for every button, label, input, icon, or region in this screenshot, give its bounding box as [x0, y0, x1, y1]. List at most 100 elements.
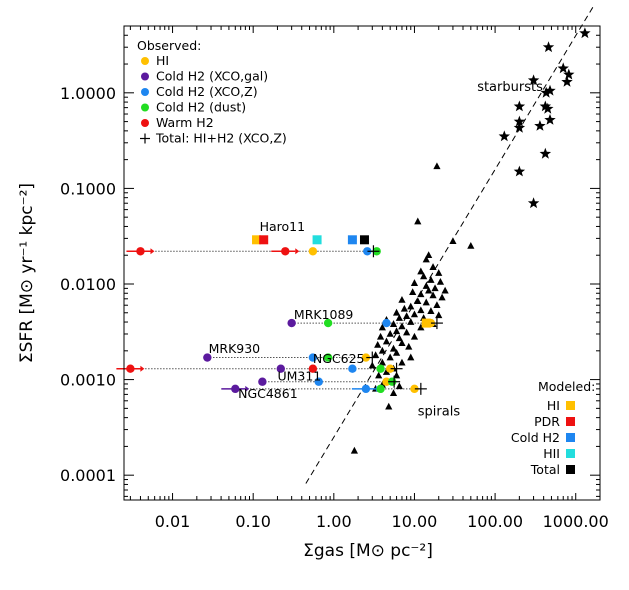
- spiral-point: [395, 382, 403, 390]
- observed-co_z-point: [308, 353, 318, 362]
- modeled-pdr-square: [259, 235, 269, 245]
- starburst-point: [527, 197, 540, 209]
- limit-arrowhead: [295, 248, 300, 255]
- spiral-point: [407, 302, 415, 310]
- observed-co_z-point: [314, 377, 323, 386]
- observed-dust-point: [376, 384, 385, 394]
- annotation-spirals: spirals: [418, 405, 461, 420]
- y-tick-label: 1.0000: [60, 84, 116, 103]
- modeled-legend-label: HII: [543, 446, 560, 461]
- spiral-point: [422, 298, 430, 306]
- spiral-point: [378, 358, 386, 366]
- spiral-point: [389, 320, 398, 327]
- spiral-point: [449, 237, 457, 245]
- spiral-point: [417, 267, 425, 275]
- spiral-point: [438, 293, 446, 301]
- spiral-point: [433, 301, 441, 309]
- x-tick-label: 100.00: [467, 512, 523, 531]
- spiral-point: [403, 312, 411, 320]
- limit-arrowhead: [140, 365, 145, 372]
- galaxy-label: Haro11: [260, 219, 305, 234]
- modeled-legend-title: Modeled:: [538, 379, 595, 394]
- spiral-point: [378, 323, 386, 331]
- spiral-point: [392, 327, 401, 335]
- y-tick-label: 0.0001: [60, 466, 116, 485]
- observed-HI-point: [410, 384, 419, 394]
- spiral-point: [407, 318, 415, 325]
- galaxy-label: MRK930: [209, 341, 261, 356]
- spiral-point: [398, 322, 406, 330]
- observed-warm-point: [281, 247, 290, 256]
- spiral-point: [368, 361, 376, 369]
- observed-HI-point: [308, 247, 318, 256]
- spiral-point: [427, 276, 435, 283]
- spiral-point: [433, 162, 441, 170]
- y-axis-label: ΣSFR [M⊙ yr⁻¹ kpc⁻²]: [17, 183, 37, 363]
- spiral-point: [382, 368, 391, 375]
- galaxy-label: UM311: [277, 368, 321, 383]
- legend-plus-icon: [140, 133, 150, 144]
- observed-total-plus: [414, 382, 427, 395]
- starburst-point: [513, 121, 526, 133]
- observed-total-plus: [388, 375, 401, 388]
- observed-co_z-point: [361, 384, 371, 394]
- modeled-legend-label: Total: [530, 462, 560, 477]
- observed-legend-label: Total: HI+H2 (XCO,Z): [155, 131, 287, 146]
- observed-co_z-point: [382, 318, 391, 328]
- spiral-point: [376, 332, 385, 340]
- starburst-point: [534, 120, 546, 131]
- spiral-point: [403, 328, 411, 336]
- spiral-point: [429, 291, 437, 299]
- spiral-point: [382, 337, 391, 345]
- spiral-point: [436, 277, 445, 285]
- x-tick-label: 1.00: [316, 512, 352, 531]
- spiral-point: [389, 389, 398, 397]
- spiral-point: [398, 296, 406, 303]
- spiral-point: [389, 344, 398, 352]
- starburst-point: [544, 114, 556, 125]
- galaxy-label: MRK1089: [294, 307, 354, 322]
- spiral-point: [422, 282, 430, 289]
- spiral-point: [441, 286, 449, 294]
- starburst-point: [540, 86, 552, 98]
- observed-co_gal-point: [258, 377, 267, 386]
- modeled-legend-label: HI: [547, 398, 560, 413]
- limit-arrowhead: [150, 248, 155, 255]
- spiral-point: [386, 329, 394, 337]
- observed-dust-point: [376, 364, 385, 373]
- spiral-point: [410, 332, 419, 340]
- modeled-hi-square: [421, 318, 431, 328]
- starburst-point: [498, 130, 510, 142]
- spiral-point: [385, 402, 393, 410]
- starburst-point: [561, 75, 573, 87]
- observed-warm-point: [126, 364, 135, 373]
- starburst-point: [513, 115, 526, 127]
- modeled-legend-label: Cold H2: [511, 430, 560, 445]
- spiral-point: [407, 353, 415, 361]
- legend-square-icon: [566, 401, 575, 410]
- spiral-point: [431, 284, 439, 292]
- observed-legend-label: HI: [156, 53, 169, 68]
- starburst-point: [539, 100, 552, 112]
- spiral-point: [417, 290, 425, 298]
- spiral-point: [374, 341, 382, 348]
- spiral-point: [398, 339, 406, 347]
- observed-legend-label: Cold H2 (XCO,Z): [156, 84, 258, 99]
- y-tick-label: 0.0010: [60, 371, 116, 390]
- observed-warm-point: [136, 247, 145, 256]
- starburst-point: [557, 62, 569, 74]
- legend-square-icon: [566, 433, 575, 442]
- axes: 0.01 0.10 1.00 10.00 100.00 1000.00 0.0001 0.00…: [17, 25, 609, 561]
- spiral-point: [409, 288, 417, 296]
- modeled-hii-square: [312, 235, 322, 245]
- starburst-point: [513, 100, 526, 112]
- galaxy-mrk930: MRK930: [203, 341, 379, 364]
- x-tick-label: 10.00: [392, 512, 438, 531]
- plot-area: Haro11 MRK1089 MRK930 NGC625 UM311 NGC4861 sta…: [116, 4, 595, 484]
- kennicutt-schmidt-line: [305, 4, 595, 484]
- starburst-point: [527, 74, 540, 86]
- legend-circle-icon: [141, 119, 149, 127]
- observed-co_z-point: [348, 364, 357, 373]
- spiral-point: [427, 307, 435, 314]
